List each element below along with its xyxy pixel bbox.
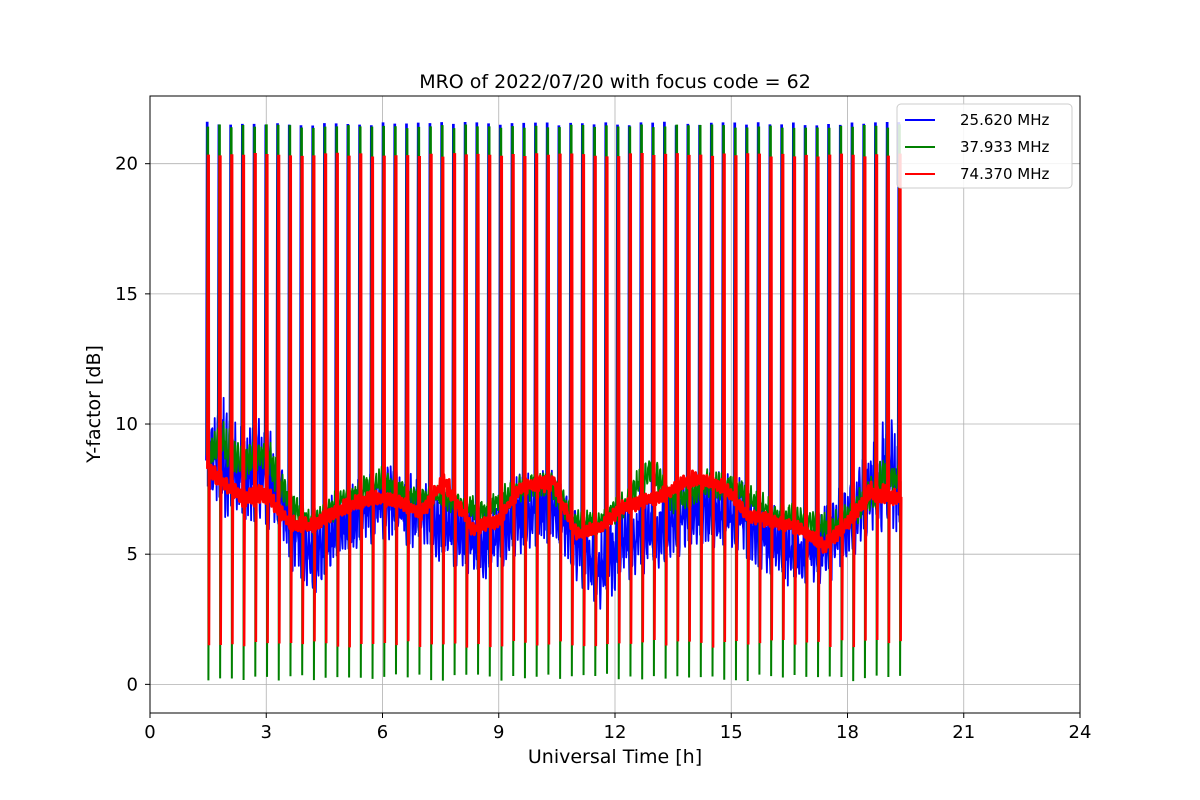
calibration-spike bbox=[592, 155, 598, 647]
calibration-spike bbox=[534, 153, 540, 646]
calibration-spike bbox=[323, 153, 329, 644]
calibration-spike bbox=[874, 154, 880, 641]
calibration-spike bbox=[522, 156, 528, 643]
calibration-spike bbox=[803, 154, 809, 643]
x-tick-label: 18 bbox=[836, 722, 859, 743]
x-tick-label: 24 bbox=[1069, 722, 1092, 743]
calibration-spike bbox=[733, 155, 739, 642]
calibration-spike bbox=[288, 155, 293, 643]
calibration-spike bbox=[815, 156, 821, 642]
calibration-spike bbox=[780, 153, 786, 641]
calibration-spike bbox=[276, 154, 282, 644]
legend-label: 74.370 MHz bbox=[960, 165, 1049, 183]
calibration-spike bbox=[475, 153, 481, 645]
calibration-spike bbox=[663, 153, 669, 646]
calibration-spike bbox=[886, 155, 891, 644]
calibration-spike bbox=[264, 154, 270, 644]
calibration-spike bbox=[604, 156, 610, 645]
calibration-spike bbox=[721, 153, 727, 643]
legend-label: 25.620 MHz bbox=[960, 111, 1049, 129]
calibration-spike bbox=[299, 155, 305, 645]
x-tick-label: 9 bbox=[493, 722, 504, 743]
calibration-spike bbox=[358, 153, 364, 645]
calibration-spike bbox=[768, 156, 774, 641]
calibration-spike bbox=[581, 154, 586, 647]
x-tick-label: 12 bbox=[604, 722, 627, 743]
calibration-spike bbox=[839, 153, 844, 641]
chart-title: MRO of 2022/07/20 with focus code = 62 bbox=[419, 71, 811, 93]
calibration-spike bbox=[252, 153, 258, 642]
calibration-spike bbox=[862, 156, 868, 641]
calibration-spike bbox=[428, 153, 434, 645]
calibration-spike bbox=[311, 155, 317, 642]
y-tick-label: 10 bbox=[115, 414, 138, 435]
series-2 bbox=[206, 152, 903, 648]
axis-ticks: 0 3 6 9 12 15 18 21 24 0 5 10 15 20 bbox=[115, 154, 1091, 743]
calibration-spike bbox=[241, 154, 246, 647]
x-tick-label: 3 bbox=[261, 722, 272, 743]
y-axis-label: Y-factor [dB] bbox=[83, 345, 105, 464]
calibration-spike bbox=[499, 155, 504, 647]
legend-label: 37.933 MHz bbox=[960, 138, 1049, 156]
calibration-spike bbox=[463, 154, 469, 648]
calibration-spike bbox=[452, 153, 457, 644]
calibration-spike bbox=[651, 155, 657, 640]
x-axis-label: Universal Time [h] bbox=[528, 746, 702, 768]
x-tick-label: 6 bbox=[377, 722, 388, 743]
legend: 25.620 MHz 37.933 MHz 74.370 MHz bbox=[896, 103, 1073, 189]
calibration-spike bbox=[487, 154, 493, 648]
legend-box bbox=[896, 103, 1073, 189]
calibration-spike bbox=[827, 154, 833, 647]
y-tick-label: 5 bbox=[127, 544, 138, 565]
calibration-spike bbox=[792, 156, 797, 645]
calibration-spike bbox=[393, 155, 399, 646]
calibration-spike bbox=[405, 155, 411, 642]
calibration-spike bbox=[370, 156, 375, 644]
x-tick-label: 15 bbox=[720, 722, 743, 743]
calibration-spike bbox=[569, 153, 575, 646]
calibration-spike bbox=[206, 154, 211, 646]
calibration-spike bbox=[229, 154, 235, 645]
calibration-spike bbox=[546, 154, 551, 645]
calibration-spike bbox=[381, 155, 387, 644]
calibration-spike bbox=[745, 153, 751, 645]
calibration-spike bbox=[417, 155, 422, 647]
calibration-spike bbox=[686, 154, 692, 642]
y-tick-label: 20 bbox=[115, 154, 138, 175]
y-tick-label: 0 bbox=[127, 674, 138, 695]
calibration-spike bbox=[440, 156, 446, 645]
y-tick-label: 15 bbox=[115, 284, 138, 305]
calibration-spike bbox=[616, 156, 622, 644]
x-tick-label: 21 bbox=[952, 722, 975, 743]
calibration-spike bbox=[510, 154, 516, 642]
calibration-spike bbox=[628, 153, 633, 644]
series-layer bbox=[205, 121, 903, 682]
calibration-spike bbox=[557, 153, 563, 642]
calibration-spike bbox=[710, 155, 715, 648]
calibration-spike bbox=[346, 155, 352, 648]
calibration-spike bbox=[217, 155, 223, 645]
calibration-spike bbox=[639, 152, 645, 643]
calibration-spike bbox=[757, 153, 762, 644]
calibration-spike bbox=[850, 154, 856, 648]
calibration-spike bbox=[335, 152, 340, 647]
x-tick-label: 0 bbox=[144, 722, 155, 743]
calibration-spike bbox=[698, 154, 704, 643]
calibration-spike bbox=[675, 153, 680, 642]
